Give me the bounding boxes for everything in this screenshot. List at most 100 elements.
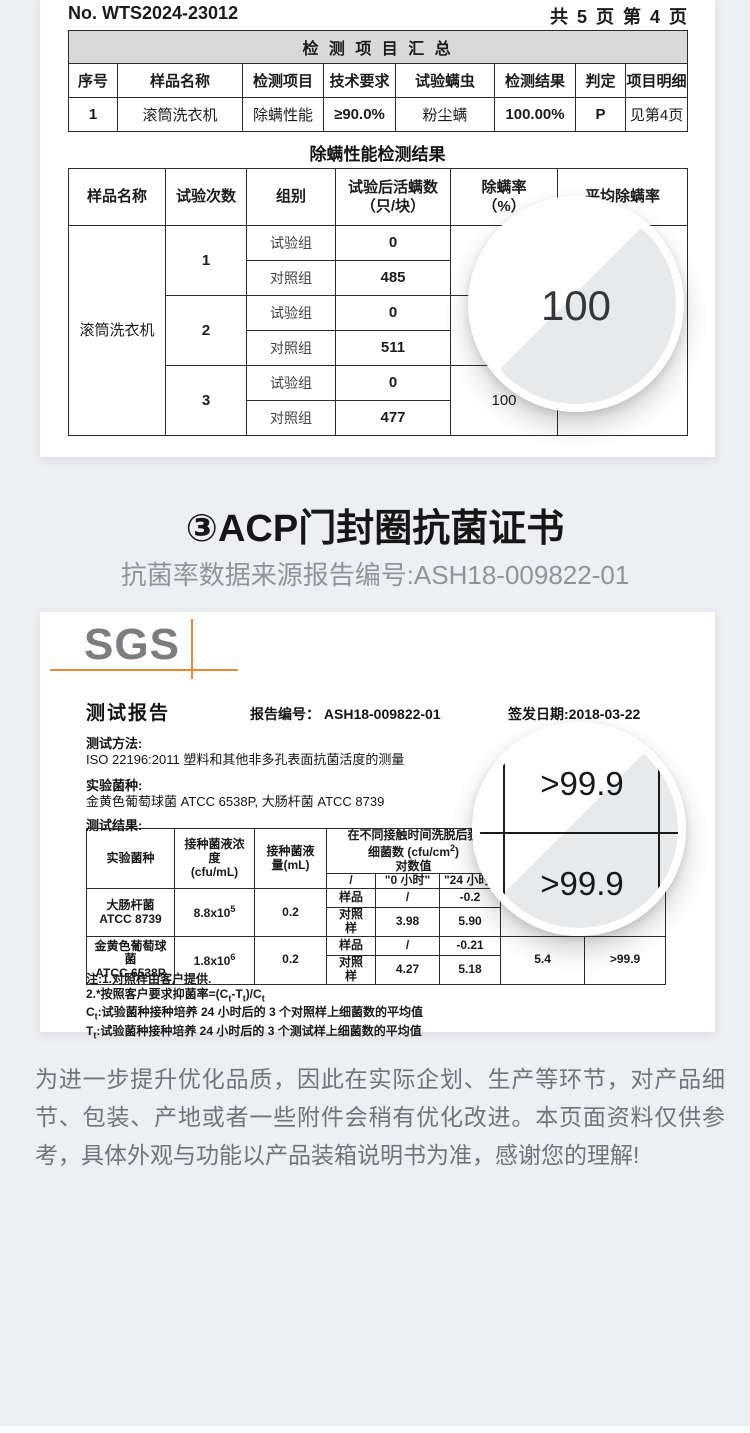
summary-data-cell: 滚筒洗衣机 <box>117 97 243 132</box>
sgs-report-number: 报告编号： ASH18-009822-01 <box>250 706 441 722</box>
result-table-title: 除螨性能检测结果 <box>309 145 446 164</box>
strain-cell: 金黄色葡萄球菌 ATCC 6538P <box>86 935 175 985</box>
page-indicator: 共 5 页 第 4 页 <box>549 7 689 27</box>
method-label: 测试方法: <box>86 736 143 751</box>
summary-table: 检 测 项 目 汇 总 序号 样品名称 检测项目 技术要求 试验螨虫 检测结果 … <box>67 30 689 132</box>
value-cell: 3.98 <box>375 907 440 937</box>
magnified-rate-value: >99.9 <box>540 765 624 802</box>
value-cell: -0.2 <box>438 888 502 909</box>
trial-no-cell: 2 <box>165 295 247 366</box>
summary-data-cell: 1 <box>68 97 118 132</box>
group-cell: 对照组 <box>246 400 336 436</box>
bottom-strip <box>0 1426 750 1433</box>
sgs-report-title: 测试报告 <box>86 703 171 724</box>
count-cell: 0 <box>335 225 451 261</box>
summary-data-cell: ≥90.0% <box>323 97 396 132</box>
count-cell: 485 <box>335 260 451 296</box>
sgs-notes: 注:1.对照样由客户提供. 2.*按照客户要求抑菌率=(Ct-Tt)/Ct Ct… <box>86 972 676 1043</box>
summary-data-cell: 100.00% <box>494 97 576 132</box>
strain-label: 实验菌种: <box>86 778 143 793</box>
section-title: ③ACP门封圈抗菌证书 <box>185 508 565 550</box>
mite-test-report-card: No. WTS2024-23012 共 5 页 第 4 页 检 测 项 目 汇 … <box>40 0 715 457</box>
summary-table-title: 检 测 项 目 汇 总 <box>67 30 689 64</box>
summary-header-cell: 样品名称 <box>117 63 243 98</box>
rate-cell: >99.9 <box>584 935 667 985</box>
group-cell: 对照组 <box>246 330 336 366</box>
summary-header-cell: 序号 <box>68 63 118 98</box>
sgs-logo-vertical-line <box>191 619 193 679</box>
sgs-issue-date: 签发日期:2018-03-22 <box>508 706 641 722</box>
strain-cell: 大肠杆菌 ATCC 8739 <box>86 888 175 937</box>
value-cell: 5.90 <box>438 907 502 937</box>
magnified-rate-value: >99.9 <box>540 865 624 902</box>
disclaimer-text: 为进一步提升优化品质，因此在实际企划、生产等环节，对产品细节、包装、产地或者一些… <box>35 1066 725 1168</box>
summary-header-cell: 判定 <box>575 63 626 98</box>
sgs-subheader-cell: / <box>326 873 376 890</box>
magnified-table-line <box>503 730 505 928</box>
summary-header-cell: 技术要求 <box>323 63 396 98</box>
group-cell: 试验组 <box>246 295 336 331</box>
value-cell: -0.21 <box>438 935 502 956</box>
note-line: Ct:试验菌种接种培养 24 小时后的 3 个对照样上细菌数的平均值 <box>86 1005 424 1022</box>
note-line: 2.*按照客户要求抑菌率=(Ct-Tt)/Ct <box>86 986 265 1003</box>
count-cell: 511 <box>335 330 451 366</box>
result-header-cell: 试验后活螨数 （只/块） <box>335 168 451 226</box>
sgs-logo: SGS <box>84 620 180 669</box>
concentration-cell: 8.8x105 <box>174 888 255 937</box>
sgs-header-cell: 在不同接触时间洗脱后获 细菌数 (cfu/cm2) 对数值 <box>325 827 502 875</box>
row-label-cell: 对照样 <box>326 954 376 985</box>
group-cell: 试验组 <box>246 365 336 401</box>
section-subtitle: 抗菌率数据来源报告编号:ASH18-009822-01 <box>120 560 630 590</box>
summary-data-cell: P <box>575 97 626 132</box>
magnifier-circle: 100 <box>468 196 684 412</box>
value-cell: / <box>375 935 440 956</box>
sgs-result-table: 实验菌种 接种菌液浓度 (cfu/mL) 接种菌液 量(mL) 在不同接触时间洗脱后… <box>86 827 667 985</box>
group-cell: 对照组 <box>246 260 336 296</box>
result-header-cell: 组别 <box>246 168 336 226</box>
sgs-logo-horizontal-line <box>50 669 238 671</box>
trial-no-cell: 3 <box>165 365 247 436</box>
sgs-header-cell: 接种菌液 量(mL) <box>254 827 327 890</box>
value-cell: / <box>375 888 440 909</box>
summary-header-cell: 检测项目 <box>242 63 324 98</box>
strain-value: 金黄色葡萄球菌 ATCC 6538P, 大肠杆菌 ATCC 8739 <box>86 794 385 809</box>
volume-cell: 0.2 <box>254 888 327 937</box>
row-label-cell: 样品 <box>326 888 376 909</box>
magnified-rate-value: 100 <box>540 282 612 329</box>
value-cell: 4.27 <box>375 954 440 985</box>
note-line: 注:1.对照样由客户提供. <box>86 972 212 986</box>
group-cell: 试验组 <box>246 225 336 261</box>
summary-header-cell: 检测结果 <box>494 63 576 98</box>
sample-name-cell: 滚筒洗衣机 <box>68 225 166 436</box>
concentration-cell: 1.8x106 <box>174 935 255 985</box>
summary-data-cell: 见第4页 <box>624 97 689 132</box>
note-line: Tt:试验菌种接种培养 24 小时后的 3 个测试样上细菌数的平均值 <box>86 1024 422 1041</box>
magnifier-circle: >99.9 >99.9 <box>472 722 686 936</box>
summary-header-cell: 项目明细 <box>624 63 689 98</box>
row-label-cell: 样品 <box>326 935 376 956</box>
sgs-header-cell: 实验菌种 <box>86 827 175 890</box>
activity-cell: 5.4 <box>500 935 586 985</box>
sgs-report-card: SGS 测试报告 报告编号： ASH18-009822-01 签发日期:2018… <box>40 612 715 1041</box>
magnified-table-line <box>658 730 660 928</box>
magnifier-content: 100 <box>476 204 676 404</box>
row-label-cell: 对照样 <box>326 907 376 937</box>
trial-no-cell: 1 <box>165 225 247 296</box>
magnified-table-line <box>480 832 678 834</box>
method-value: ISO 22196:2011 塑料和其他非多孔表面抗菌活度的测量 <box>86 752 405 767</box>
volume-cell: 0.2 <box>254 935 327 985</box>
value-cell: 5.18 <box>438 954 502 985</box>
result-header-cell: 样品名称 <box>68 168 166 226</box>
magnifier-content: >99.9 >99.9 <box>480 730 678 928</box>
summary-data-cell: 粉尘螨 <box>395 97 495 132</box>
result-header-cell: 试验次数 <box>165 168 247 226</box>
summary-header-cell: 试验螨虫 <box>395 63 495 98</box>
count-cell: 0 <box>335 365 451 401</box>
summary-data-cell: 除螨性能 <box>242 97 324 132</box>
count-cell: 477 <box>335 400 451 436</box>
report-number: No. WTS2024-23012 <box>68 3 239 23</box>
count-cell: 0 <box>335 295 451 331</box>
sgs-subheader-cell: "0 小时" <box>375 873 440 890</box>
sgs-header-cell: 接种菌液浓度 (cfu/mL) <box>174 827 255 890</box>
